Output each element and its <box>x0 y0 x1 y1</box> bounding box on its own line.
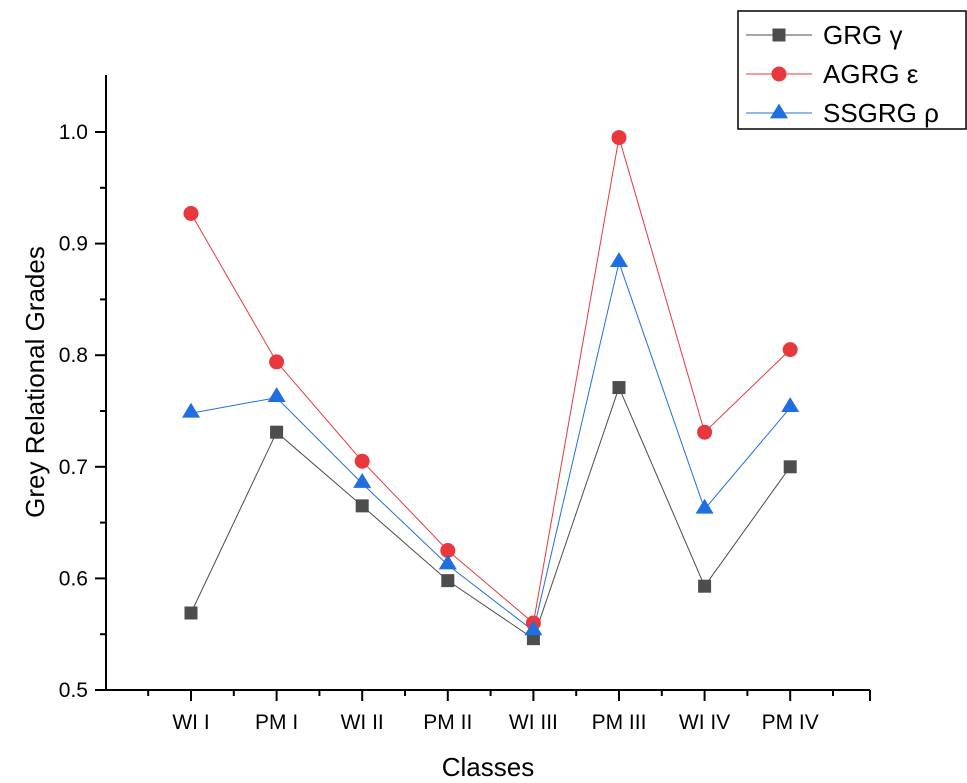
data-point-agrg <box>440 543 456 558</box>
legend-label-agrg: AGRG ε <box>823 59 919 89</box>
data-point-ssgrg <box>438 554 457 570</box>
x-tick-label: WI III <box>509 711 558 734</box>
x-axis-ticks: WI I PM I WI II PM II WI III PM III WI IV PM IV <box>147 690 871 734</box>
x-tick-label: WI IV <box>679 711 730 734</box>
data-point-grg <box>698 579 712 593</box>
x-tick-label: PM III <box>592 711 647 734</box>
y-axis-title: Grey Relational Grades <box>20 246 50 518</box>
data-point-agrg <box>269 354 285 370</box>
data-point-grg <box>783 460 797 474</box>
data-point-grg <box>612 381 626 395</box>
y-tick-label: 0.5 <box>59 679 88 702</box>
series-line-agrg <box>190 137 791 624</box>
data-point-ssgrg <box>781 397 800 413</box>
data-point-agrg <box>183 205 199 221</box>
y-tick-label: 0.7 <box>59 456 88 479</box>
series-line-grg <box>190 386 791 640</box>
data-point-ssgrg <box>182 402 200 418</box>
data-point-grg <box>184 606 198 620</box>
data-point-agrg <box>611 130 627 146</box>
data-point-agrg <box>782 342 798 358</box>
x-tick-label: PM IV <box>762 711 819 734</box>
data-point-grg <box>355 499 369 513</box>
x-tick-label: PM II <box>423 711 472 734</box>
legend: GRG γ AGRG ε SSGRG ρ <box>737 10 967 130</box>
data-point-ssgrg <box>353 473 372 488</box>
series-markers <box>182 130 800 646</box>
y-tick-label: 0.8 <box>59 344 88 367</box>
legend-label-grg: GRG γ <box>823 20 902 50</box>
x-axis-title: Classes <box>442 752 534 782</box>
y-axis-ticks: 0.5 0.6 0.7 0.8 0.9 1.0 <box>59 121 106 702</box>
data-point-grg <box>441 574 455 588</box>
series-lines <box>190 137 791 640</box>
x-tick-label: WI II <box>341 711 384 734</box>
data-point-agrg <box>697 424 713 440</box>
data-point-ssgrg <box>267 387 286 402</box>
y-tick-label: 0.9 <box>59 233 88 256</box>
legend-marker-agrg <box>771 66 787 82</box>
data-point-ssgrg <box>610 252 628 267</box>
y-tick-label: 0.6 <box>59 567 88 590</box>
data-point-ssgrg <box>695 498 714 514</box>
data-point-agrg <box>354 453 370 469</box>
data-point-grg <box>526 632 540 646</box>
legend-label-ssgrg: SSGRG ρ <box>823 98 939 128</box>
legend-marker-ssgrg <box>770 103 788 119</box>
data-point-grg <box>270 425 284 439</box>
x-tick-label: WI I <box>172 711 209 734</box>
x-tick-label: PM I <box>255 711 298 734</box>
legend-marker-grg <box>772 28 786 42</box>
y-tick-label: 1.0 <box>59 121 88 144</box>
series-line-ssgrg <box>190 260 791 632</box>
data-point-ssgrg <box>524 620 543 636</box>
